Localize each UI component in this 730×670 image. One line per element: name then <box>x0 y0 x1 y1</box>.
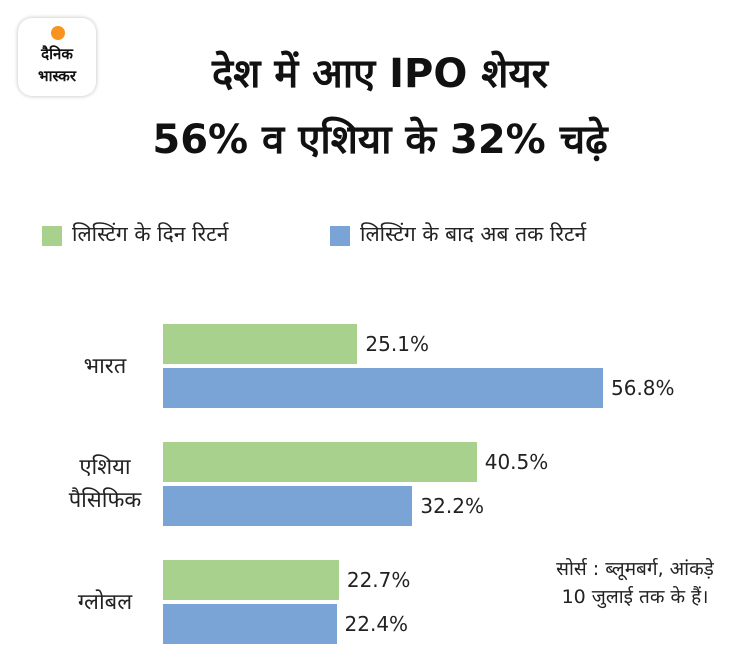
value-label: 22.4% <box>344 612 409 636</box>
category-label: ग्लोबल <box>77 589 133 615</box>
logo-text: दैनिक <box>41 45 73 63</box>
value-label: 25.1% <box>365 332 429 356</box>
chart-title: 56% व एशिया के 32% चढ़े <box>152 117 608 163</box>
logo-text: भास्कर <box>38 67 76 85</box>
bar <box>163 604 337 644</box>
value-label: 22.7% <box>346 568 411 592</box>
legend-swatch <box>42 226 62 246</box>
legend-label: लिस्टिंग के दिन रिटर्न <box>72 222 229 246</box>
bar <box>163 368 603 408</box>
bar <box>163 486 413 526</box>
category-label: भारत <box>83 353 127 379</box>
source-note: सोर्स : ब्लूमबर्ग, आंकड़े 10 जुलाई तक के… <box>556 558 714 608</box>
chart-title: देश में आए IPO शेयर <box>211 51 549 97</box>
value-label: 32.2% <box>420 494 484 518</box>
logo-dot <box>51 26 65 40</box>
legend-swatch <box>330 226 350 246</box>
bar <box>163 560 339 600</box>
bar <box>163 442 477 482</box>
logo: दैनिक भास्कर <box>18 18 96 96</box>
category-label: एशिया पैसिफिक <box>68 455 142 513</box>
bar <box>163 324 358 364</box>
legend-label: लिस्टिंग के बाद अब तक रिटर्न <box>360 222 587 246</box>
value-label: 56.8% <box>611 376 675 400</box>
value-label: 40.5% <box>484 450 549 474</box>
